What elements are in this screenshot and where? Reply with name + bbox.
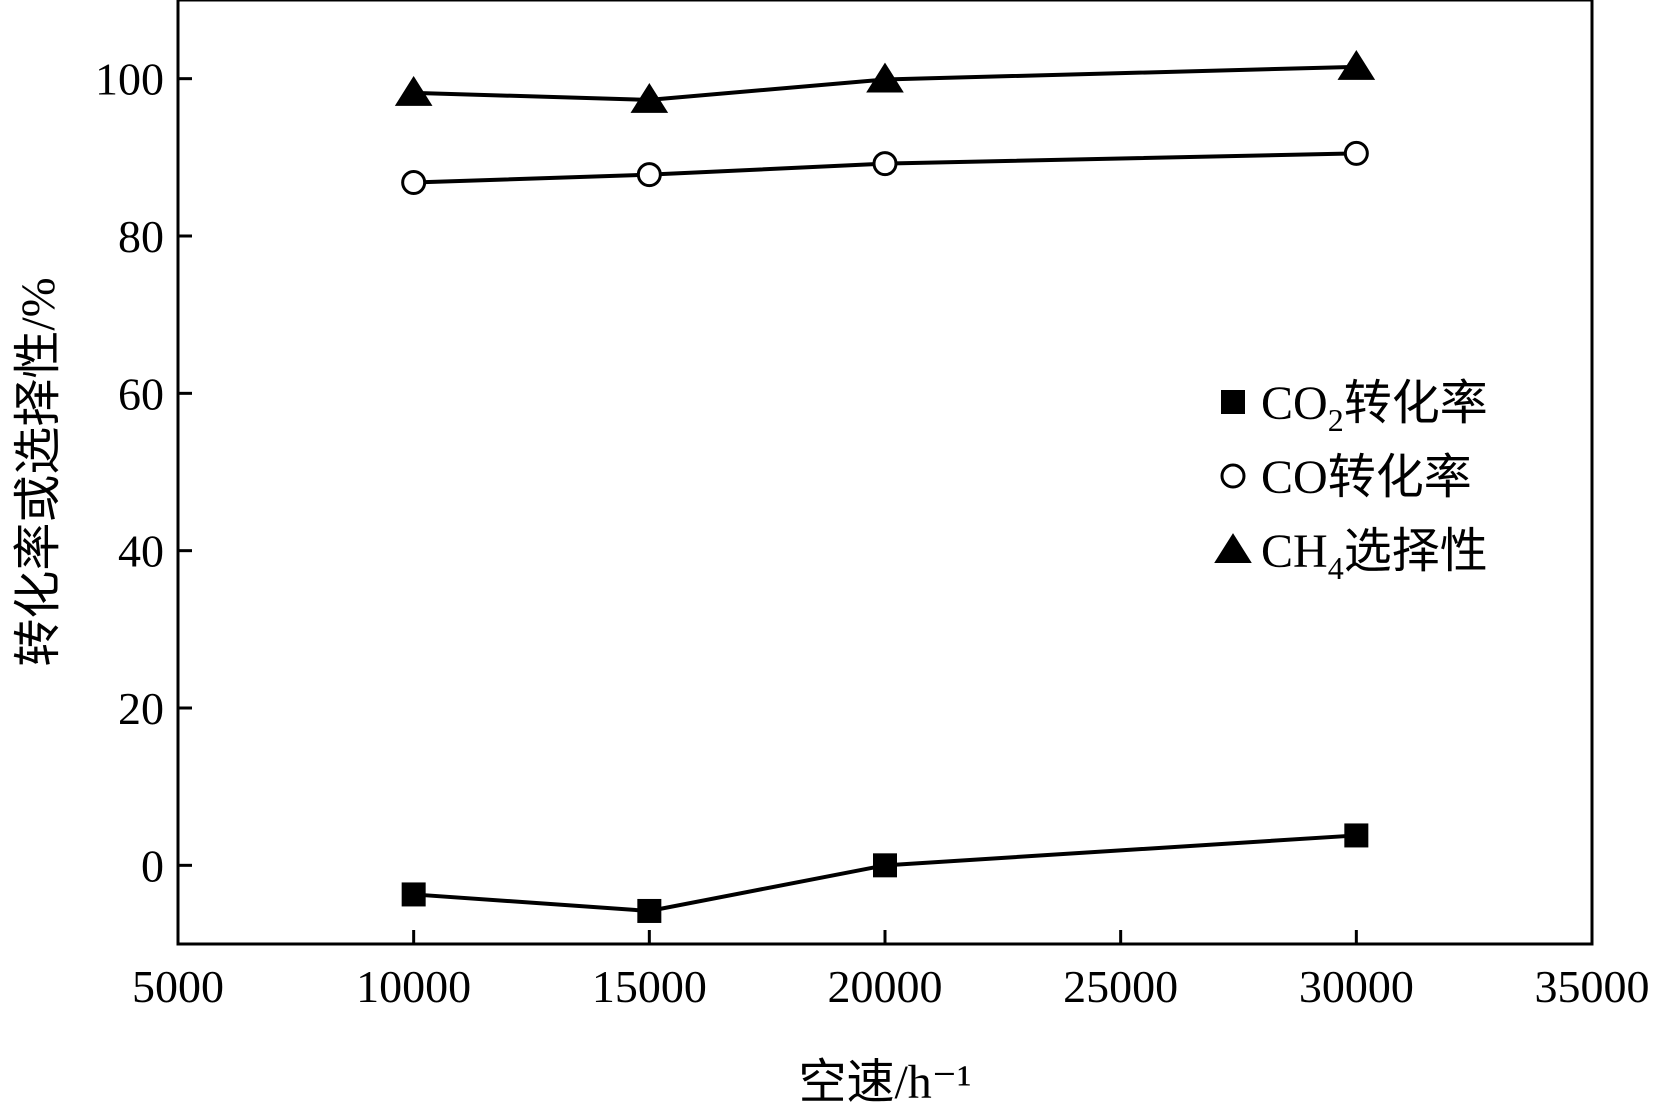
y-tick-label: 20 (118, 683, 164, 734)
x-tick-label: 20000 (828, 961, 943, 1012)
x-tick-label: 35000 (1535, 961, 1650, 1012)
legend-item-triangle: CH4选择性 (1214, 525, 1488, 586)
x-axis-label: 空速/h⁻¹ (798, 1056, 971, 1109)
legend-label: CO2转化率 (1261, 377, 1488, 438)
data-point-circle (872, 151, 898, 177)
series-circle (401, 140, 1369, 196)
legend-label-suffix: 转化率 (1328, 451, 1472, 504)
data-point-triangle (630, 83, 669, 113)
series-square (401, 823, 1369, 923)
y-tick-label: 80 (118, 211, 164, 262)
x-tick-label: 30000 (1299, 961, 1414, 1012)
legend-item-square: CO2转化率 (1221, 377, 1488, 438)
y-tick-label: 100 (95, 54, 164, 105)
y-tick-label: 0 (141, 840, 164, 891)
legend-label: CH4选择性 (1261, 525, 1488, 586)
series-line-triangle (413, 64, 1357, 102)
y-tick-label: 40 (118, 526, 164, 577)
data-point-circle (1343, 140, 1369, 166)
series-line-square (413, 833, 1357, 913)
data-point-triangle (866, 62, 904, 93)
data-point-circle (401, 170, 427, 196)
legend-marker-circle (1220, 463, 1246, 489)
y-axis: 0 20 40 60 80 100 (95, 54, 192, 891)
x-tick-label: 25000 (1063, 961, 1178, 1012)
legend-label-main: CO (1261, 377, 1328, 430)
x-tick-label: 10000 (356, 961, 471, 1012)
legend-label-subscript: 4 (1328, 550, 1344, 586)
series-triangle (394, 49, 1376, 113)
x-tick-label: 15000 (592, 961, 707, 1012)
legend-label-suffix: 选择性 (1344, 525, 1488, 578)
legend-item-circle: CO转化率 (1220, 451, 1472, 504)
data-point-triangle (1337, 49, 1376, 80)
data-point-square (637, 898, 662, 923)
legend-label-subscript: 2 (1328, 402, 1344, 438)
data-point-square (873, 853, 897, 878)
data-point-circle (636, 162, 662, 188)
y-tick-label: 60 (118, 368, 164, 419)
y-axis-label: 转化率或选择性/% (12, 277, 65, 666)
series-line-circle (413, 151, 1357, 185)
x-axis: 5000 10000 15000 20000 25000 30000 35000 (132, 930, 1650, 1012)
data-point-square (401, 882, 426, 907)
legend-label-suffix: 转化率 (1344, 377, 1488, 430)
legend-marker-square (1221, 390, 1245, 414)
legend-label-main: CH (1261, 525, 1328, 578)
series-layer (394, 49, 1376, 923)
data-point-square (1344, 823, 1369, 848)
legend-label: CO转化率 (1261, 451, 1472, 504)
legend-label-main: CO (1261, 451, 1328, 504)
legend-marker-triangle (1214, 533, 1252, 563)
data-point-triangle (394, 75, 433, 106)
x-tick-label: 5000 (132, 961, 224, 1012)
